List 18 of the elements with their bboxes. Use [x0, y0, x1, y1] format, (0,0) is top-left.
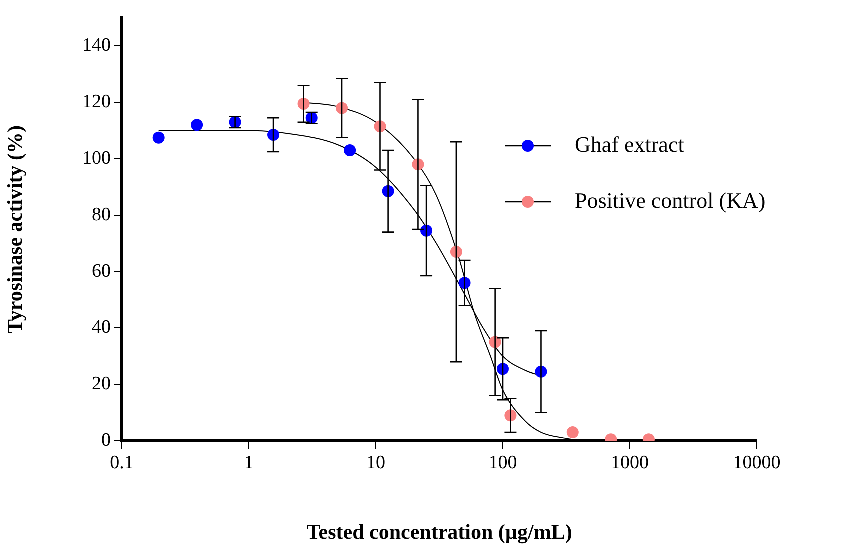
y-tick-label: 0 — [102, 430, 111, 451]
y-tick-label: 100 — [82, 148, 111, 169]
x-axis-title: Tested concentration (µg/mL) — [306, 520, 572, 544]
y-tick-label: 80 — [92, 204, 111, 226]
legend-label: Ghaf extract — [575, 132, 684, 157]
y-tick-label: 60 — [92, 260, 111, 282]
x-tick-label: 10 — [366, 452, 386, 474]
x-tick-label: 10000 — [733, 452, 781, 474]
x-tick-label: 1000 — [611, 452, 649, 474]
y-tick-label: 40 — [92, 317, 111, 338]
legend-label: Positive control (KA) — [575, 188, 766, 213]
x-tick-label: 0.1 — [110, 452, 134, 474]
y-tick-label: 20 — [92, 374, 111, 395]
x-tick-label: 1 — [244, 452, 254, 474]
x-tick-label: 100 — [488, 452, 518, 474]
y-tick-label: 140 — [82, 35, 111, 56]
y-axis-title: Tyrosinase activity (%) — [3, 125, 28, 334]
y-tick-label: 120 — [82, 92, 111, 113]
